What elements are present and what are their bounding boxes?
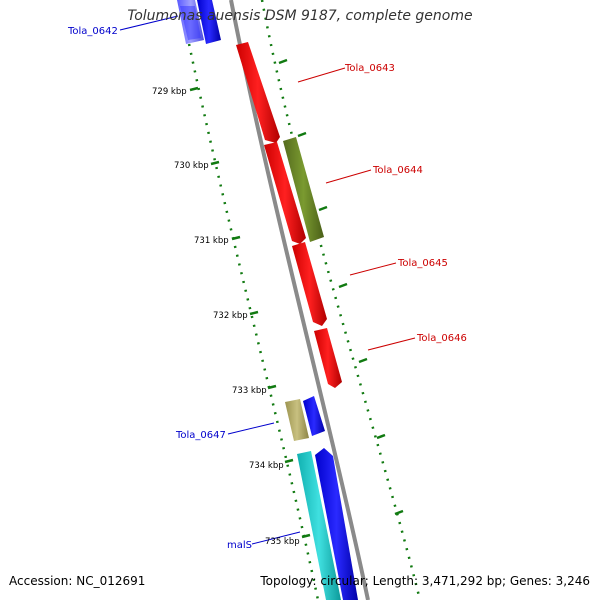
feature-tola-0644-red — [264, 142, 306, 244]
tick-label: 732 kbp — [213, 311, 248, 321]
gc-track-outer — [260, 0, 422, 600]
tick-label: 735 kbp — [265, 537, 300, 547]
kbp-ticks — [189, 86, 311, 539]
gene-label-tola-0644[interactable]: Tola_0644 — [372, 165, 423, 176]
map-title: Tolumonas auensis DSM 9187, complete gen… — [127, 8, 473, 24]
feature-tola-0642 — [177, 0, 221, 44]
tick-label: 729 kbp — [152, 87, 187, 97]
gene-label-tola-0645[interactable]: Tola_0645 — [397, 258, 448, 269]
label-leaders — [119, 15, 416, 545]
gene-label-tola-0646[interactable]: Tola_0646 — [416, 333, 467, 344]
gene-label-tola-0647[interactable]: Tola_0647 — [175, 430, 226, 441]
feature-tola-0644-olive — [283, 137, 324, 242]
genome-summary-text: Topology: circular; Length: 3,471,292 bp… — [260, 574, 590, 588]
gc-track-inner — [178, 0, 320, 600]
feature-tola-0647-khaki — [285, 399, 309, 441]
kbp-labels: 729 kbp 730 kbp 731 kbp 732 kbp 733 kbp … — [152, 87, 300, 547]
feature-tola-0645 — [292, 242, 327, 326]
tick-label: 734 kbp — [249, 461, 284, 471]
tick-label: 730 kbp — [174, 161, 209, 171]
feature-tola-0647-blue — [303, 396, 325, 436]
accession-text: Accession: NC_012691 — [9, 574, 146, 588]
gene-label-mals[interactable]: malS — [227, 540, 252, 551]
gene-label-tola-0642[interactable]: Tola_0642 — [67, 26, 118, 37]
tick-label: 733 kbp — [232, 386, 267, 396]
tick-label: 731 kbp — [194, 236, 229, 246]
feature-tola-0643 — [236, 42, 280, 143]
gene-label-tola-0643[interactable]: Tola_0643 — [344, 63, 395, 74]
gene-labels: Tola_0642 Tola_0643 Tola_0644 Tola_0645 … — [67, 26, 467, 551]
feature-tola-0646 — [314, 328, 342, 388]
outer-ticks — [278, 58, 404, 516]
feature-mals — [297, 448, 358, 600]
